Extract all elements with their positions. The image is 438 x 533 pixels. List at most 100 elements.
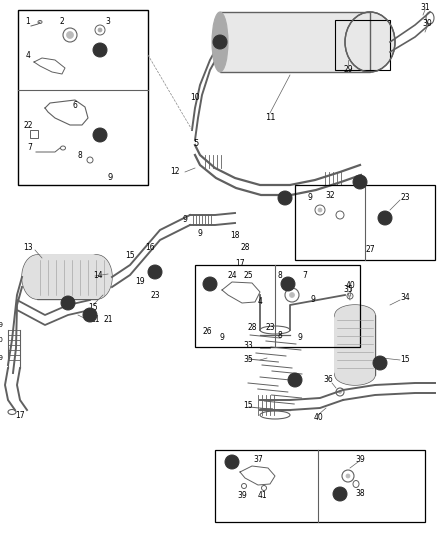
Ellipse shape bbox=[22, 255, 52, 299]
Text: 4: 4 bbox=[258, 297, 262, 306]
Text: 8: 8 bbox=[278, 271, 283, 280]
Text: 18: 18 bbox=[230, 230, 240, 239]
Ellipse shape bbox=[67, 31, 74, 38]
Text: C: C bbox=[357, 177, 363, 187]
Text: D: D bbox=[97, 131, 103, 140]
Text: A: A bbox=[152, 268, 158, 277]
Text: 35: 35 bbox=[343, 286, 353, 295]
Text: 13: 13 bbox=[23, 244, 33, 253]
Text: 15: 15 bbox=[244, 400, 253, 409]
Bar bbox=[30, 130, 38, 138]
Text: 32: 32 bbox=[325, 191, 335, 200]
Text: 15: 15 bbox=[400, 356, 410, 365]
Text: 7: 7 bbox=[303, 271, 307, 280]
Text: A: A bbox=[65, 298, 71, 308]
Circle shape bbox=[281, 277, 295, 291]
Text: 9: 9 bbox=[297, 334, 302, 343]
Text: 39: 39 bbox=[355, 456, 365, 464]
Text: 25: 25 bbox=[243, 271, 253, 280]
Ellipse shape bbox=[346, 474, 350, 478]
Text: 41: 41 bbox=[257, 491, 267, 500]
Text: 5: 5 bbox=[193, 139, 198, 148]
Text: 17: 17 bbox=[15, 410, 25, 419]
Text: 33: 33 bbox=[243, 341, 253, 350]
Text: 9: 9 bbox=[219, 334, 224, 343]
Text: 40: 40 bbox=[345, 280, 355, 289]
Circle shape bbox=[148, 265, 162, 279]
Bar bbox=[220, 12, 370, 72]
Text: 9: 9 bbox=[107, 174, 113, 182]
Text: A: A bbox=[292, 376, 298, 384]
Circle shape bbox=[93, 128, 107, 142]
Text: 26: 26 bbox=[202, 327, 212, 336]
Text: 30: 30 bbox=[422, 20, 432, 28]
Bar bbox=[295, 185, 435, 260]
Circle shape bbox=[225, 455, 239, 469]
Text: 28: 28 bbox=[247, 324, 257, 333]
Text: 9: 9 bbox=[198, 230, 202, 238]
Circle shape bbox=[93, 43, 107, 57]
Text: 12: 12 bbox=[170, 167, 180, 176]
Text: 4: 4 bbox=[25, 51, 30, 60]
Text: 6: 6 bbox=[73, 101, 78, 109]
Text: 35: 35 bbox=[243, 356, 253, 365]
Circle shape bbox=[378, 211, 392, 225]
Text: E: E bbox=[97, 45, 102, 54]
Text: 20: 20 bbox=[0, 337, 3, 343]
Text: 40: 40 bbox=[313, 414, 323, 423]
Text: 22: 22 bbox=[23, 120, 33, 130]
Text: 9: 9 bbox=[307, 193, 312, 203]
Text: B: B bbox=[282, 193, 288, 203]
Text: 19: 19 bbox=[0, 355, 3, 361]
Text: D: D bbox=[217, 37, 223, 46]
Bar bbox=[220, 12, 370, 72]
Text: 17: 17 bbox=[235, 260, 245, 269]
Text: 9: 9 bbox=[311, 295, 315, 304]
Text: B: B bbox=[207, 279, 213, 288]
Text: 23: 23 bbox=[150, 290, 160, 300]
Text: C: C bbox=[285, 279, 291, 288]
Text: 19: 19 bbox=[0, 322, 3, 328]
Bar bbox=[37, 255, 97, 299]
Ellipse shape bbox=[345, 12, 395, 72]
Text: 34: 34 bbox=[400, 294, 410, 303]
Ellipse shape bbox=[212, 12, 228, 72]
Text: 19: 19 bbox=[135, 278, 145, 287]
Text: 1: 1 bbox=[26, 18, 30, 27]
Ellipse shape bbox=[349, 295, 351, 297]
Text: 36: 36 bbox=[323, 376, 333, 384]
Text: 10: 10 bbox=[191, 93, 200, 101]
Text: A: A bbox=[87, 311, 93, 319]
Text: 29: 29 bbox=[343, 66, 353, 75]
Text: B: B bbox=[377, 359, 383, 367]
Text: 39: 39 bbox=[237, 491, 247, 500]
Text: 8: 8 bbox=[278, 332, 283, 341]
Text: 14: 14 bbox=[93, 271, 103, 280]
Ellipse shape bbox=[335, 365, 375, 385]
Text: 7: 7 bbox=[28, 143, 32, 152]
Circle shape bbox=[213, 35, 227, 49]
Ellipse shape bbox=[98, 28, 102, 32]
Bar bbox=[18, 10, 148, 185]
Ellipse shape bbox=[335, 305, 375, 325]
Text: 24: 24 bbox=[227, 271, 237, 280]
Text: 8: 8 bbox=[78, 150, 82, 159]
Text: 15: 15 bbox=[125, 252, 135, 261]
Text: A: A bbox=[229, 457, 235, 466]
Bar bbox=[215, 450, 425, 522]
Text: 21: 21 bbox=[103, 316, 113, 325]
Circle shape bbox=[353, 175, 367, 189]
Circle shape bbox=[61, 296, 75, 310]
Text: 38: 38 bbox=[355, 489, 365, 498]
Text: B: B bbox=[337, 489, 343, 498]
Text: 37: 37 bbox=[253, 456, 263, 464]
Text: 27: 27 bbox=[365, 246, 375, 254]
Ellipse shape bbox=[339, 391, 342, 393]
Circle shape bbox=[288, 373, 302, 387]
Circle shape bbox=[373, 356, 387, 370]
Ellipse shape bbox=[318, 208, 322, 212]
Text: 21: 21 bbox=[90, 316, 100, 325]
Text: 3: 3 bbox=[106, 18, 110, 27]
Circle shape bbox=[278, 191, 292, 205]
Circle shape bbox=[203, 277, 217, 291]
